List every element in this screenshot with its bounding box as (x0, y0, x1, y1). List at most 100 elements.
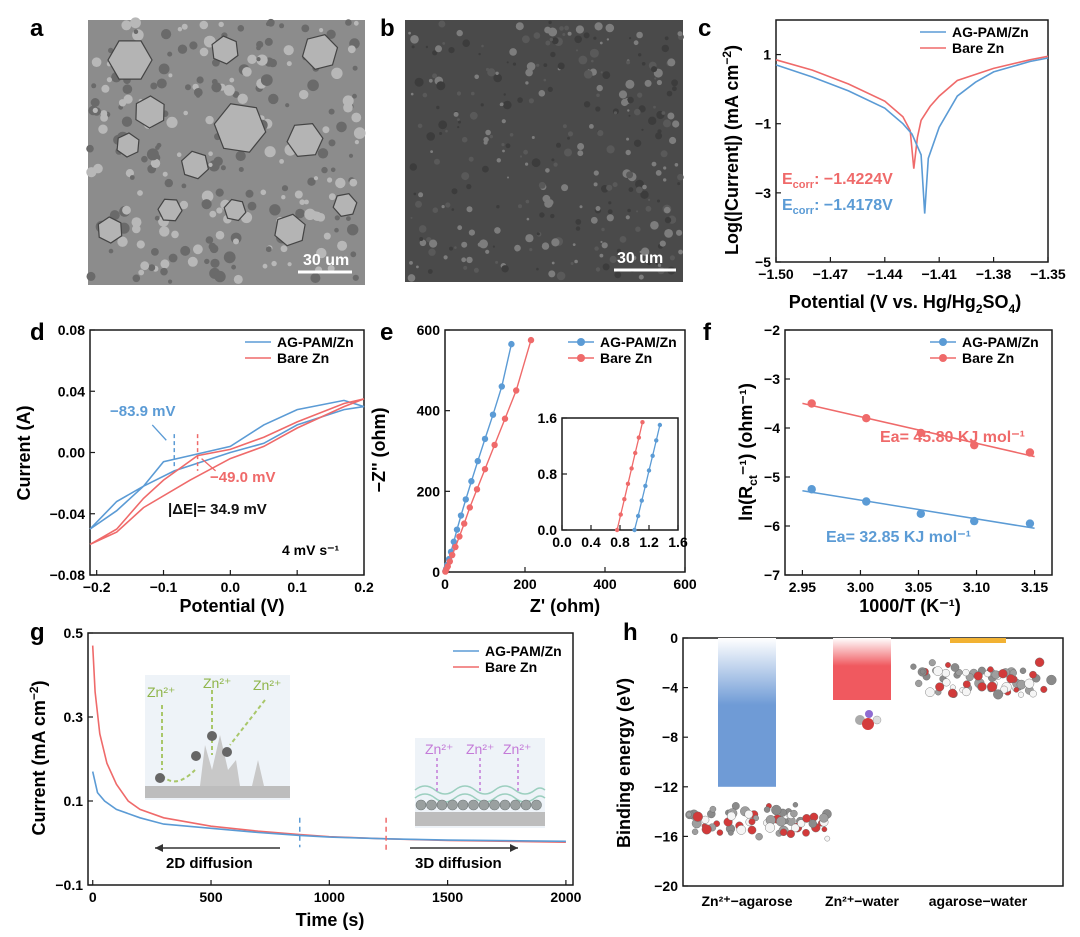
panel-c-xtick-label: −1.47 (813, 266, 849, 282)
panel-e-inset-ytick-label: 0.8 (538, 466, 558, 482)
panel-e-point-ag (481, 435, 489, 443)
panel-g-zn-5: Zn²⁺ (466, 741, 494, 757)
panel-c-frame (775, 19, 1049, 263)
panel-e-xtick-label: 600 (673, 576, 697, 592)
panel-e-point-bare (446, 558, 453, 565)
panel-c-ecorr-blue: Ecorr: −1.4178V (782, 197, 893, 217)
panel-g-ytick-label: 0.1 (64, 793, 84, 809)
panel-f-ytick-label: −2 (764, 322, 780, 338)
panel-g-ytick-label: −0.1 (55, 877, 83, 893)
panel-h-chart: −20 −16 −12 −8 −4 0 Zn²⁺−agarose Zn²⁺−water agar… (654, 630, 1064, 909)
panel-e-point-bare (513, 387, 520, 394)
panel-e-inset-point-bare (625, 481, 631, 486)
panel-e-inset-series-bare (616, 422, 644, 531)
panel-f-ylabel: ln(Rct⁻¹) (ohm⁻¹) (736, 383, 760, 521)
panel-d-xtick-label: −0.2 (83, 579, 111, 595)
panel-f-point-ag (862, 497, 871, 506)
panel-g-chart: 0 500 1000 1500 2000 −0.1 0.1 0.3 0.5 AG-PAM/ZnBa… (55, 625, 581, 905)
panel-e-inset: 0.0 0.4 0.8 1.2 1.6 0.0 0.8 1.6 (538, 410, 688, 550)
panel-f-ea-blue: Ea= 32.85 KJ mol⁻¹ (826, 529, 971, 546)
zn-deposit-ball (520, 799, 532, 811)
panel-e-point-ag (453, 526, 461, 533)
panel-g-schematic-2d: Zn²⁺ Zn²⁺ Zn²⁺ (145, 675, 290, 800)
panel-g-label: g (30, 619, 45, 646)
panel-e-point-ag (462, 496, 469, 503)
zn-deposit-ball (499, 799, 511, 811)
legend-label: Bare Zn (962, 350, 1014, 366)
panel-h-bar-3 (950, 638, 1006, 643)
panel-e-inset-xtick-label: 0.0 (552, 534, 572, 550)
legend-label: Bare Zn (600, 350, 652, 366)
panel-g-xtick-label: 2000 (550, 889, 581, 905)
panel-e-ytick-label: 200 (417, 483, 441, 499)
zn-deposit-ball (447, 799, 458, 811)
panel-f-xtick-label: 3.15 (1021, 579, 1048, 595)
panel-f-point-bare (970, 440, 979, 450)
panel-g-zn-3: Zn²⁺ (253, 677, 281, 693)
panel-e-inset-series-ag (633, 424, 661, 531)
panel-c-xtick-label: −1.35 (1030, 266, 1066, 282)
panel-h-ytick-label: −4 (662, 680, 678, 696)
panel-e-ytick-label: 400 (417, 403, 441, 419)
panel-e-inset-point-bare (622, 497, 627, 502)
panel-g-ytick-label: 0.5 (64, 625, 84, 641)
panel-d-chart: −0.2 −0.1 0.0 0.1 0.2 −0.08 −0.04 0.00 0.04 0.08 A… (50, 322, 374, 595)
panel-g-xtick-label: 1000 (314, 889, 345, 905)
legend-marker (577, 354, 585, 362)
panel-e-inset-point-bare (618, 512, 623, 517)
panel-e-point-ag (450, 538, 457, 545)
panel-d-xtick-label: 0.1 (287, 579, 307, 595)
panel-b-scale: 30 um (617, 250, 663, 267)
panel-e-ylabel: −Z'' (ohm) (369, 407, 389, 492)
panel-e-point-bare (473, 486, 481, 493)
panel-h-bar-2 (833, 638, 891, 700)
zn-deposit-ball (489, 799, 500, 811)
panel-h-ytick-label: −8 (662, 729, 678, 745)
panel-h-ytick-label: 0 (670, 630, 678, 646)
legend-label: AG-PAM/Zn (277, 334, 354, 350)
panel-c-xtick-label: −1.50 (758, 266, 794, 282)
panel-d-xlabel: Potential (V) (179, 596, 284, 616)
panel-e-point-bare (527, 336, 535, 344)
panel-g-ylabel: Current (mA cm−2) (27, 680, 49, 835)
panel-c-ylabel: Log(|Current|) (mA cm−2) (720, 45, 742, 255)
panel-e-point-bare (481, 465, 489, 473)
panel-c-ytick-label: −3 (755, 185, 771, 201)
panel-d-ytick-label: −0.08 (50, 567, 86, 583)
panel-e-ytick-label: 600 (417, 322, 441, 338)
zn-deposit-ball (531, 799, 542, 811)
panel-e-inset-point-bare (633, 450, 638, 456)
panel-d-ytick-label: 0.00 (58, 445, 85, 461)
panel-g-zn-6: Zn²⁺ (503, 741, 531, 757)
panel-d-xtick-label: −0.1 (150, 579, 178, 595)
panel-e-point-ag (498, 383, 505, 390)
panel-f-ytick-label: −5 (764, 469, 780, 485)
panel-e-inset-point-ag (632, 527, 637, 533)
panel-d-arrow-red (201, 458, 217, 472)
panel-f-ytick-label: −3 (764, 371, 780, 387)
panel-d-rate: 4 mV s⁻¹ (282, 542, 340, 558)
panel-g-diff2d: 2D diffusion (166, 855, 253, 872)
panel-g-diff3d: 3D diffusion (415, 855, 502, 872)
panel-h-ytick-label: −16 (654, 828, 678, 844)
panel-g-xtick-label: 0 (89, 889, 97, 905)
panel-e-point-ag (474, 457, 481, 465)
panel-d-arrow-blue (151, 424, 167, 441)
panel-c-chart: −1.50 −1.47 −1.44 −1.41 −1.38 −1.35 −5 −3 −1 1 AG-… (755, 19, 1066, 282)
panel-e-inset-xtick-label: 0.4 (581, 534, 601, 550)
panel-g-arrows: 2D diffusion 3D diffusion (155, 844, 518, 872)
panel-f-point-ag (916, 509, 926, 518)
panel-e-point-ag (508, 340, 515, 348)
panel-e-point-ag (489, 411, 497, 418)
legend-marker (577, 338, 585, 346)
panel-e-point-bare (466, 504, 473, 511)
panel-g-ytick-label: 0.3 (64, 709, 84, 725)
panel-a-scale: 30 um (303, 252, 349, 269)
panel-g-xtick-label: 500 (199, 889, 223, 905)
zn-deposit-ball (426, 799, 437, 811)
agarose-water-molecule (910, 657, 1057, 700)
panel-e-series-ag (444, 343, 513, 572)
panel-c-ytick-label: −5 (755, 254, 771, 270)
panel-h-ytick-label: −20 (654, 878, 678, 894)
zn-deposit-ball (478, 799, 490, 811)
